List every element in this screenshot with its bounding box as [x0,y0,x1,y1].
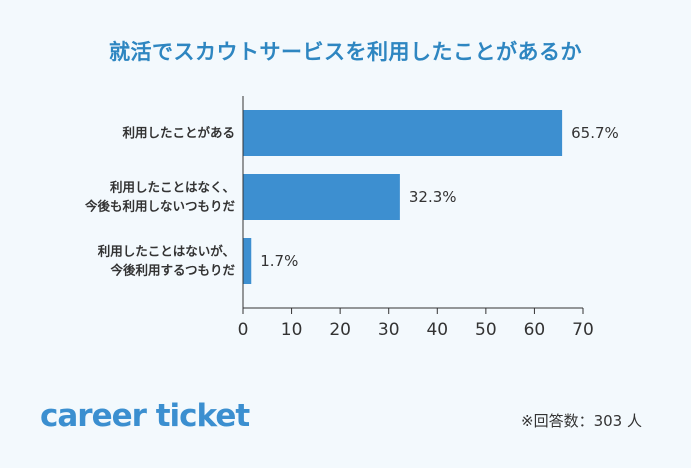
x-tick-label-1: 10 [281,320,303,340]
category-label-1-1: 今後も利用しないつもりだ [84,199,236,214]
category-label-0-0: 利用したことがある [122,125,235,140]
bar-1 [243,174,400,220]
category-label-2-1: 今後利用するつもりだ [109,263,235,278]
category-label-1-0: 利用したことはなく、 [110,180,235,195]
category-label-2-0: 利用したことはないが、 [98,244,235,259]
x-tick-label-3: 30 [378,320,400,340]
bar-0 [243,110,563,156]
respondent-count-note: ※回答数：303 人 [521,412,642,430]
value-label-2: 1.7% [260,252,298,270]
x-tick-label-6: 60 [524,320,546,340]
career-ticket-logo: career ticket [40,398,250,434]
x-tick-label-4: 40 [426,320,448,340]
chart-title: 就活でスカウトサービスを利用したことがあるか [109,40,582,64]
value-label-1: 32.3% [409,188,457,206]
x-tick-label-7: 70 [572,320,594,340]
bar-2 [243,238,252,284]
x-tick-label-5: 50 [475,320,497,340]
x-tick-label-2: 20 [329,320,351,340]
x-tick-label-0: 0 [238,320,249,340]
value-label-0: 65.7% [571,124,619,142]
